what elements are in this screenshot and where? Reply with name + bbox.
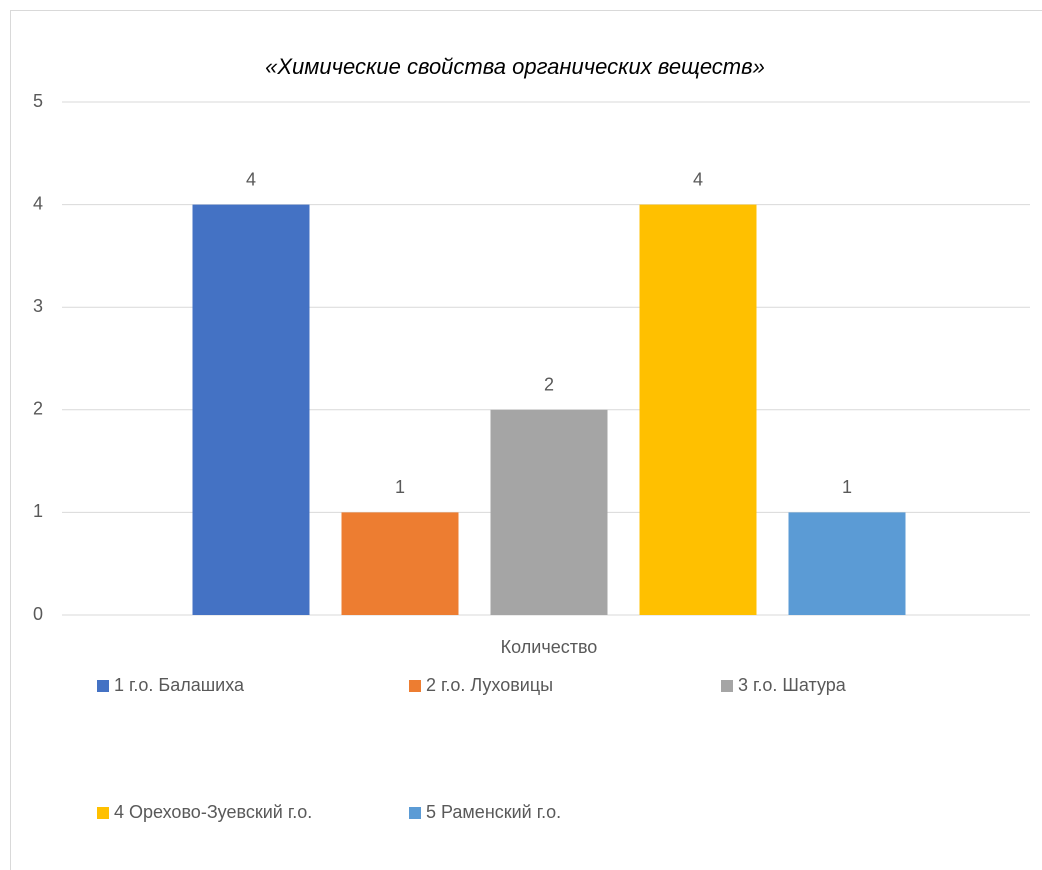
chart-title: «Химические свойства органических вещест… xyxy=(265,54,765,79)
y-tick-label: 1 xyxy=(33,501,43,521)
y-tick-label: 4 xyxy=(33,193,43,213)
data-label: 4 xyxy=(693,169,703,189)
bar xyxy=(490,409,608,615)
legend-label: 3 г.о. Шатура xyxy=(738,675,847,695)
legend-label: 2 г.о. Луховицы xyxy=(426,675,553,695)
y-tick-label: 5 xyxy=(33,91,43,111)
y-tick-label: 3 xyxy=(33,296,43,316)
legend-swatch xyxy=(409,807,421,819)
legend-label: 5 Раменский г.о. xyxy=(426,802,561,822)
legend-swatch xyxy=(409,680,421,692)
data-label: 4 xyxy=(246,169,256,189)
legend-swatch xyxy=(97,807,109,819)
bar xyxy=(341,512,459,615)
bar xyxy=(192,204,310,615)
y-tick-label: 0 xyxy=(33,604,43,624)
legend-label: 1 г.о. Балашиха xyxy=(114,675,245,695)
data-label: 2 xyxy=(544,375,554,395)
legend-label: 4 Орехово-Зуевский г.о. xyxy=(114,802,312,822)
bar xyxy=(788,512,906,615)
data-label: 1 xyxy=(395,477,405,497)
y-tick-label: 2 xyxy=(33,399,43,419)
x-tick-label: Количество xyxy=(501,637,598,657)
bar xyxy=(639,204,757,615)
legend-swatch xyxy=(721,680,733,692)
data-label: 1 xyxy=(842,477,852,497)
legend-swatch xyxy=(97,680,109,692)
